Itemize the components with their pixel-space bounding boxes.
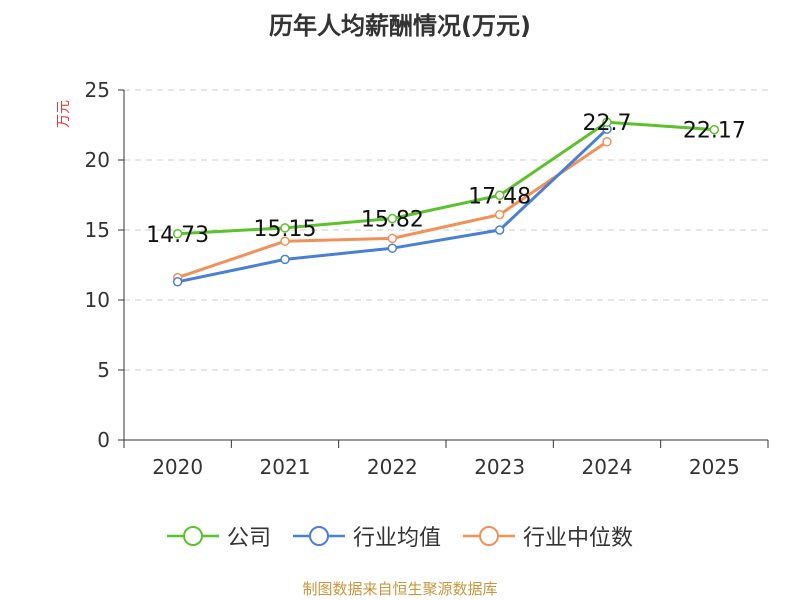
- legend-marker-icon: [463, 526, 515, 546]
- y-tick-label: 20: [85, 148, 110, 172]
- data-label: 22.17: [683, 119, 746, 144]
- legend: 公司 行业均值 行业中位数: [0, 518, 800, 554]
- series-line-1: [177, 128, 609, 284]
- data-point-2: [602, 137, 612, 147]
- y-tick-label: 5: [97, 358, 110, 382]
- chart-title: 历年人均薪酬情况(万元): [269, 12, 531, 40]
- data-point-2: [387, 233, 398, 244]
- data-point-1: [494, 225, 505, 235]
- x-tick-label: 2022: [367, 455, 418, 479]
- legend-item[interactable]: 行业中位数: [463, 520, 633, 552]
- legend-label: 行业均值: [352, 526, 441, 551]
- y-tick-label: 25: [85, 78, 110, 102]
- data-point-0: [280, 223, 290, 233]
- x-tick-label: 2020: [152, 455, 203, 479]
- data-point-0: [172, 229, 183, 239]
- data-point-1: [387, 243, 398, 253]
- data-label: 15.15: [254, 217, 317, 242]
- data-point-0: [387, 213, 398, 224]
- source-note: 制图数据来自恒生聚源数据库: [302, 580, 498, 598]
- data-point-1: [280, 254, 290, 265]
- legend-label: 行业中位数: [523, 526, 634, 551]
- y-tick-label: 0: [97, 428, 110, 452]
- data-point-0: [602, 117, 612, 127]
- data-point-0: [709, 124, 720, 135]
- data-point-2: [494, 209, 505, 220]
- series-line-0: [177, 120, 715, 236]
- data-label: 22.7: [583, 111, 632, 136]
- y-tick-label: 15: [85, 218, 110, 242]
- legend-marker-icon: [166, 526, 219, 546]
- x-tick-label: 2021: [260, 455, 311, 479]
- x-tick-label: 2024: [582, 455, 633, 479]
- data-point-0: [494, 190, 505, 201]
- y-tick-label: 10: [85, 288, 110, 312]
- data-label: 14.73: [146, 223, 209, 248]
- x-tick-label: 2025: [689, 455, 740, 479]
- legend-label: 公司: [226, 526, 271, 551]
- legend-item[interactable]: 公司: [166, 520, 271, 552]
- data-label: 15.82: [361, 208, 424, 233]
- data-point-1: [172, 277, 183, 287]
- data-point-2: [280, 236, 290, 246]
- legend-item[interactable]: 行业均值: [292, 520, 441, 552]
- legend-marker-icon: [292, 526, 345, 546]
- data-label: 17.48: [468, 184, 531, 209]
- x-tick-label: 2023: [474, 455, 525, 479]
